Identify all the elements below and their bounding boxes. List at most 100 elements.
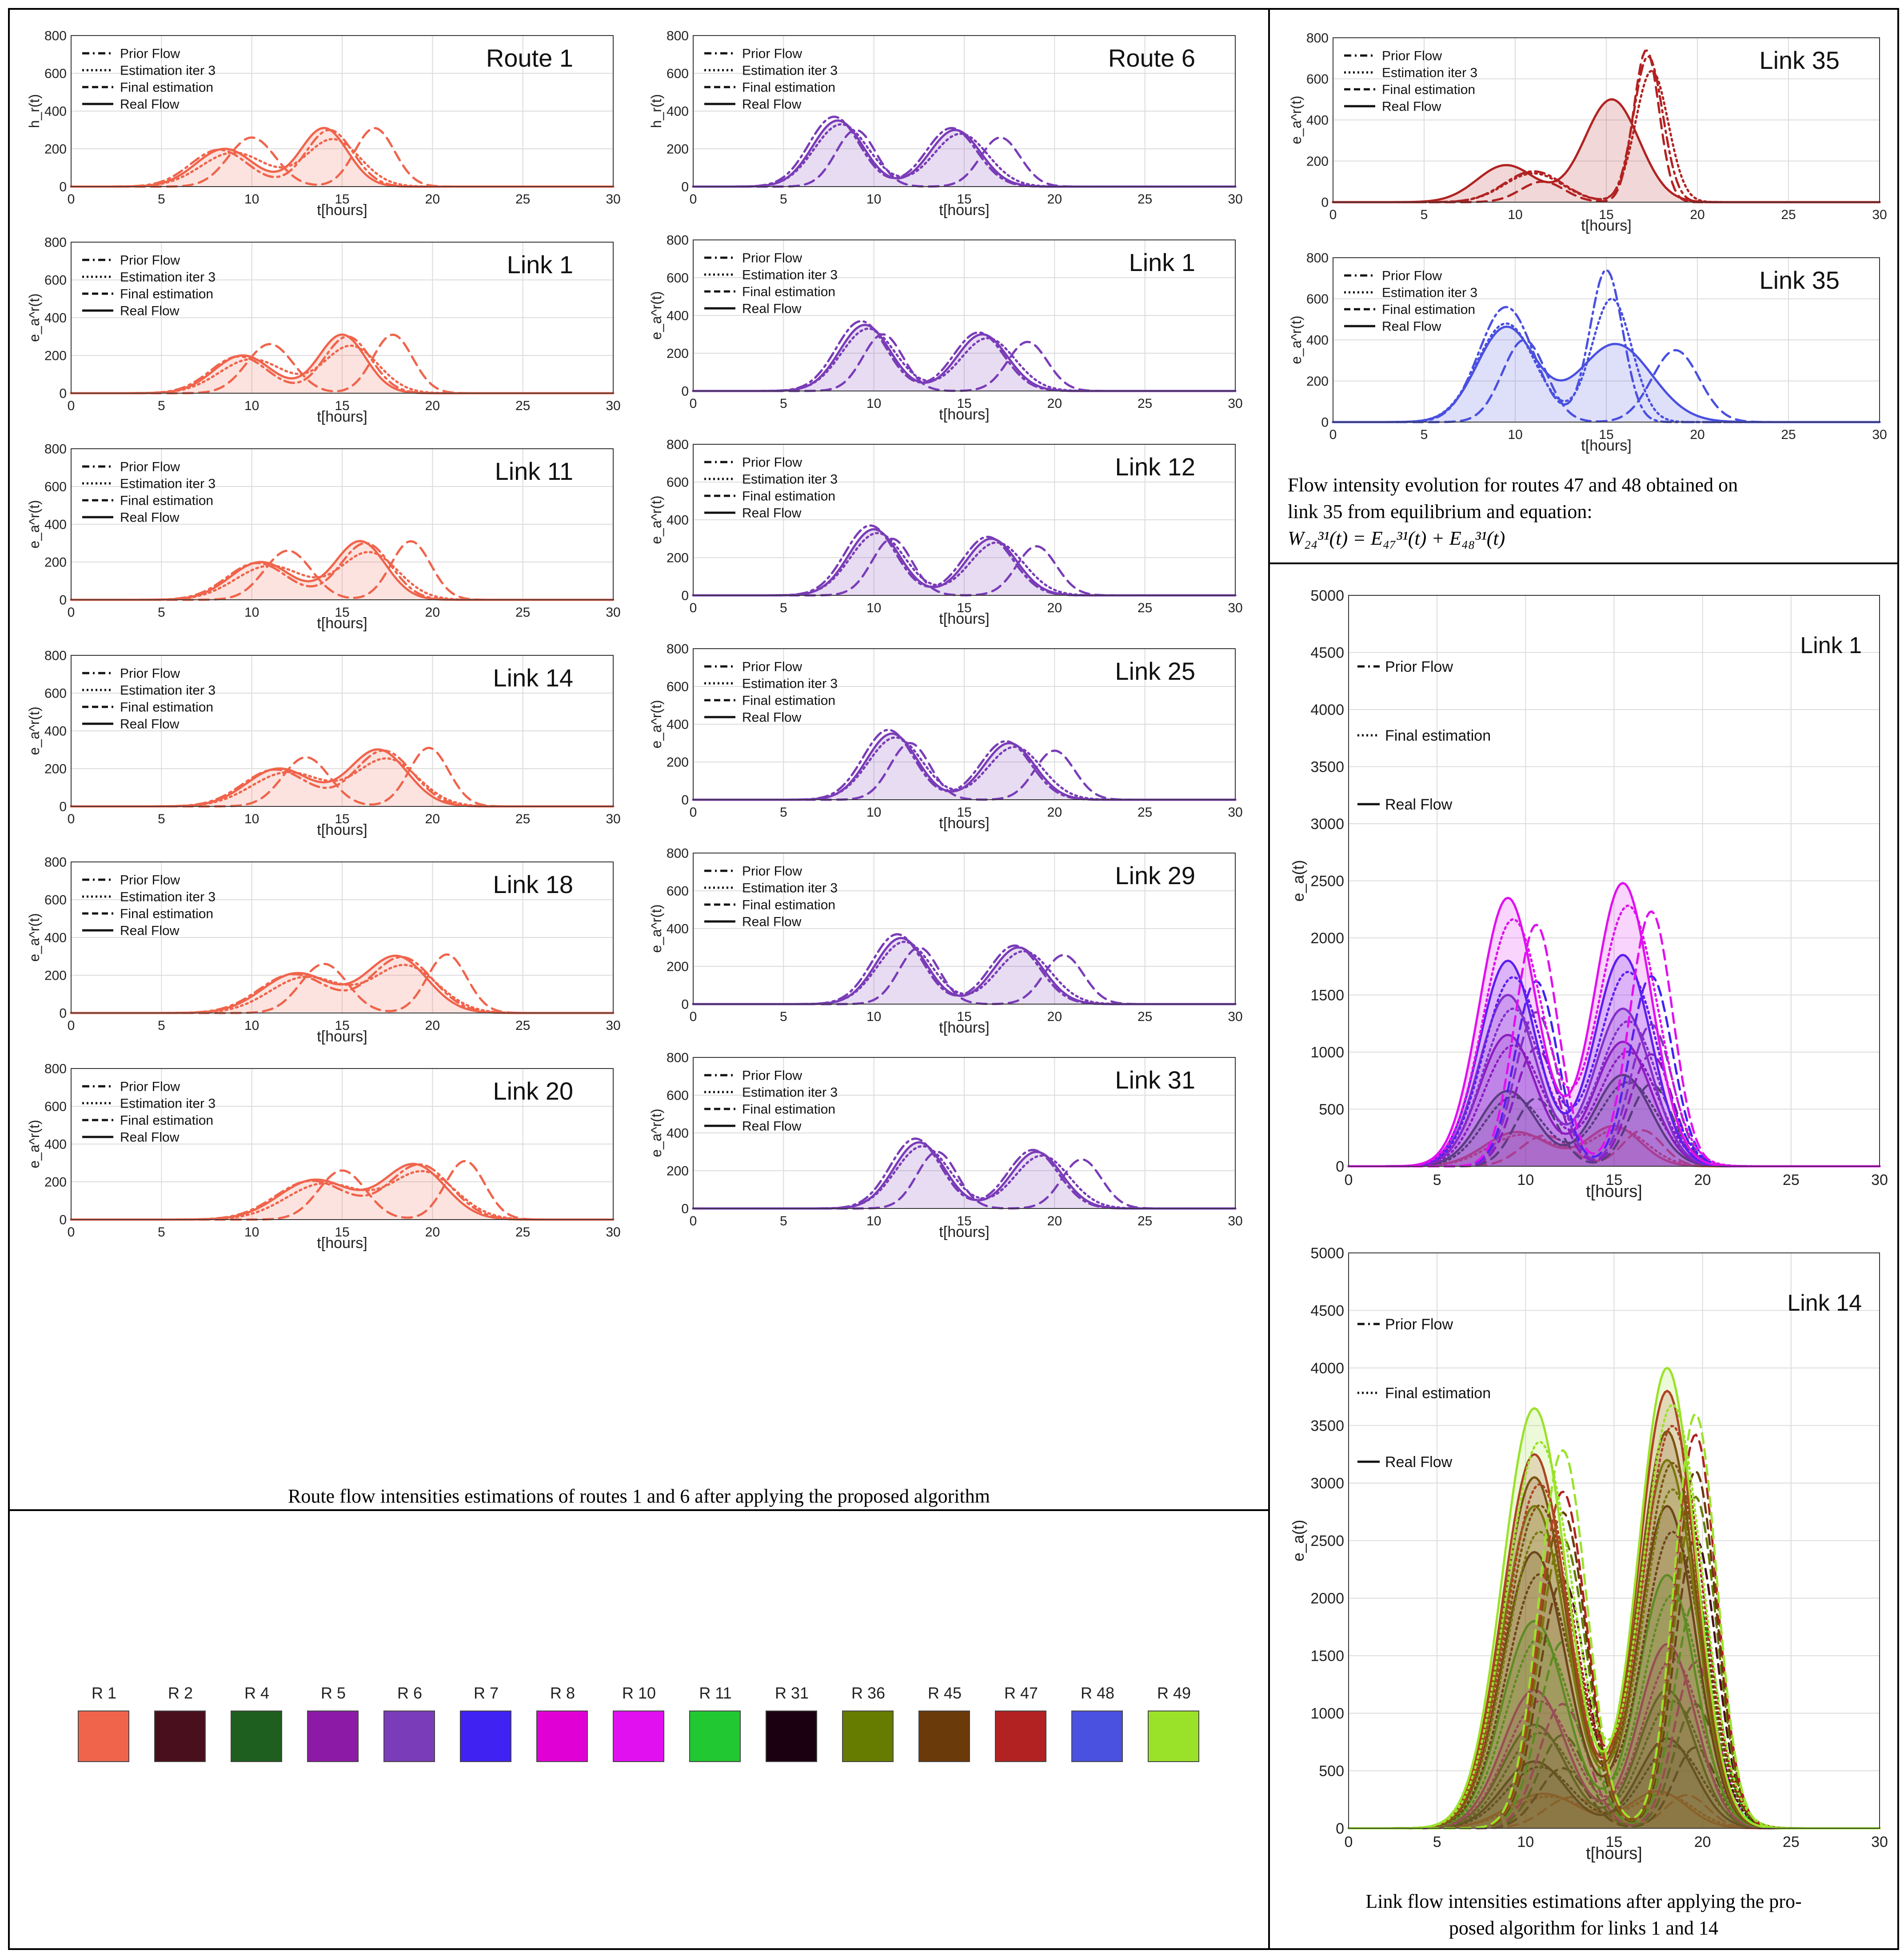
legend-label: Prior Flow (742, 864, 802, 879)
legend-swatch (460, 1711, 511, 1762)
chart-title: Link 1 (507, 251, 573, 279)
x-tick-label: 0 (68, 605, 75, 620)
legend-label: R 10 (622, 1684, 656, 1702)
chart-title: Route 1 (486, 44, 573, 72)
x-tick-label: 30 (606, 399, 620, 413)
x-tick-label: 0 (68, 399, 75, 413)
x-tick-label: 10 (866, 396, 881, 411)
y-tick-label: 5000 (1310, 587, 1344, 604)
series-fill (71, 1164, 613, 1220)
y-tick-label: 500 (1319, 1101, 1344, 1118)
legend-label: Final estimation (742, 1102, 835, 1117)
legend-label: Final estimation (1382, 303, 1475, 317)
plot-frame (693, 239, 1236, 391)
y-axis-label: e_a^r(t) (26, 500, 42, 548)
x-tick-label: 25 (1138, 396, 1152, 411)
legend-label: Real Flow (1382, 319, 1441, 334)
legend-label: Final estimation (742, 285, 835, 299)
legend-label: R 47 (1004, 1684, 1038, 1702)
x-tick-label: 20 (1690, 207, 1704, 222)
legend-label: Estimation iter 3 (1382, 286, 1477, 300)
legend-label: Prior Flow (120, 1080, 180, 1094)
chart-title: Link 35 (1759, 46, 1840, 74)
y-tick-label: 400 (44, 724, 67, 739)
x-tick-label: 30 (1871, 1834, 1888, 1850)
x-tick-label: 0 (690, 1009, 697, 1024)
legend-label: Estimation iter 3 (120, 683, 216, 698)
series-fill (71, 956, 613, 1013)
x-tick-label: 25 (1138, 601, 1152, 615)
x-tick-label: 0 (1345, 1834, 1353, 1850)
x-tick-label: 0 (690, 1214, 697, 1228)
y-tick-label: 600 (1306, 292, 1329, 307)
bottom-right-caption-line1: Link flow intensities estimations after … (1365, 1890, 1802, 1912)
chart-title: Link 20 (493, 1077, 573, 1105)
chart-title: Route 6 (1108, 44, 1195, 72)
x-tick-label: 20 (1047, 1009, 1062, 1024)
y-tick-label: 800 (44, 1062, 67, 1077)
x-tick-label: 10 (866, 1009, 881, 1024)
legend-label: Prior Flow (120, 666, 180, 681)
x-tick-label: 25 (515, 605, 530, 620)
x-tick-label: 25 (1783, 1172, 1800, 1188)
y-tick-label: 200 (44, 142, 67, 157)
y-tick-label: 3500 (1310, 1417, 1344, 1434)
y-axis-label: e_a^r(t) (648, 1109, 664, 1157)
x-tick-label: 5 (1433, 1172, 1441, 1188)
legend-label: Estimation iter 3 (742, 64, 838, 78)
y-tick-label: 200 (667, 1164, 689, 1179)
legend-label: Prior Flow (120, 873, 180, 888)
series-fill (1349, 995, 1880, 1166)
y-tick-label: 400 (1306, 113, 1329, 128)
legend-label: Prior Flow (742, 455, 802, 470)
legend-label: Estimation iter 3 (120, 477, 216, 491)
chart-title: Link 14 (493, 664, 573, 692)
x-axis-label: t[hours] (939, 202, 989, 219)
series-fill (693, 325, 1235, 391)
legend-swatch (231, 1711, 282, 1762)
x-tick-label: 20 (1047, 192, 1062, 207)
chart-route6-link31: 0 5 10 15 20 25 30 0 200 400 600 800 t[hours] e_a^r(t… (648, 1051, 1243, 1241)
x-tick-label: 10 (244, 812, 259, 826)
series-fill (71, 335, 613, 393)
x-tick-label: 15 (335, 605, 349, 620)
x-tick-label: 20 (1690, 427, 1704, 442)
y-tick-label: 0 (681, 589, 689, 603)
top-right-caption-equation: W₂₄³¹(t) = E₄₇³¹(t) + E₄₈³¹(t) (1288, 527, 1505, 549)
legend-label: Prior Flow (1385, 1316, 1453, 1333)
y-tick-label: 0 (59, 1213, 67, 1228)
x-tick-label: 25 (515, 192, 530, 207)
legend-label: R 7 (473, 1684, 499, 1702)
chart-route1-link14: 0 5 10 15 20 25 30 0 200 400 600 800 t[hours] e_a^r(t… (26, 649, 621, 839)
y-tick-label: 800 (1306, 251, 1329, 266)
x-tick-label: 20 (1047, 805, 1062, 820)
y-tick-label: 200 (667, 551, 689, 566)
x-tick-label: 0 (1329, 427, 1337, 442)
legend-label: Final estimation (120, 1113, 213, 1128)
y-tick-label: 400 (44, 311, 67, 326)
chart-route6-link25: 0 5 10 15 20 25 30 0 200 400 600 800 t[hours] e_a^r(t… (648, 642, 1243, 832)
top-right-caption-line1: Flow intensity evolution for routes 47 a… (1288, 474, 1738, 496)
x-axis-label: t[hours] (939, 1019, 989, 1036)
plot-frame (693, 648, 1236, 800)
chart-title: Link 14 (1787, 1290, 1862, 1316)
plot-frame (71, 242, 614, 394)
legend-label: Real Flow (742, 302, 802, 316)
plot-frame (71, 35, 614, 187)
legend-label: Final estimation (742, 694, 835, 708)
legend-label: Real Flow (120, 510, 180, 525)
legend-label: Final estimation (742, 898, 835, 913)
legend-label: Final estimation (742, 80, 835, 95)
x-tick-label: 25 (515, 1018, 530, 1033)
x-axis-label: t[hours] (317, 408, 367, 425)
legend-label: Prior Flow (1382, 49, 1442, 64)
legend-label: Real Flow (742, 97, 802, 112)
y-tick-label: 0 (1321, 415, 1329, 430)
x-tick-label: 25 (1138, 1214, 1152, 1228)
y-axis-label: e_a^r(t) (648, 495, 664, 544)
y-tick-label: 800 (667, 1051, 689, 1065)
x-axis-label: t[hours] (1586, 1182, 1642, 1201)
x-tick-label: 20 (425, 605, 440, 620)
x-tick-label: 10 (244, 192, 259, 207)
legend-label: Real Flow (120, 97, 180, 112)
